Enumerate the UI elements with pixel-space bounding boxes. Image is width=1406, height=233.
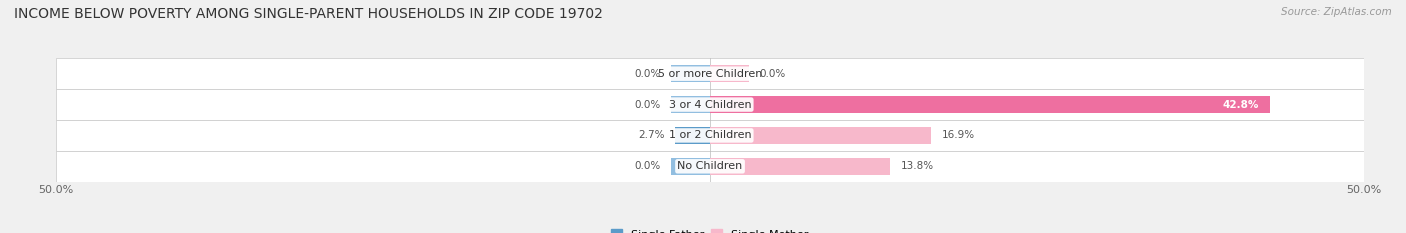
Bar	[56, 89, 1364, 120]
Text: No Children: No Children	[678, 161, 742, 171]
Text: 16.9%: 16.9%	[942, 130, 974, 140]
Bar	[710, 65, 749, 82]
Bar	[671, 65, 710, 82]
Text: Source: ZipAtlas.com: Source: ZipAtlas.com	[1281, 7, 1392, 17]
Text: INCOME BELOW POVERTY AMONG SINGLE-PARENT HOUSEHOLDS IN ZIP CODE 19702: INCOME BELOW POVERTY AMONG SINGLE-PARENT…	[14, 7, 603, 21]
Text: 13.8%: 13.8%	[901, 161, 934, 171]
Text: 0.0%: 0.0%	[634, 161, 661, 171]
Bar	[710, 158, 890, 175]
Text: 42.8%: 42.8%	[1223, 99, 1260, 110]
Bar	[56, 120, 1364, 151]
Text: 3 or 4 Children: 3 or 4 Children	[669, 99, 751, 110]
Bar	[56, 151, 1364, 182]
Bar	[675, 127, 710, 144]
Bar	[56, 58, 1364, 89]
Bar	[671, 96, 710, 113]
Bar	[710, 127, 931, 144]
Text: 2.7%: 2.7%	[638, 130, 664, 140]
Text: 1 or 2 Children: 1 or 2 Children	[669, 130, 751, 140]
Text: 0.0%: 0.0%	[634, 69, 661, 79]
Bar	[671, 158, 710, 175]
Bar	[710, 96, 1270, 113]
Text: 5 or more Children: 5 or more Children	[658, 69, 762, 79]
Text: 0.0%: 0.0%	[634, 99, 661, 110]
Legend: Single Father, Single Mother: Single Father, Single Mother	[607, 225, 813, 233]
Text: 0.0%: 0.0%	[759, 69, 786, 79]
